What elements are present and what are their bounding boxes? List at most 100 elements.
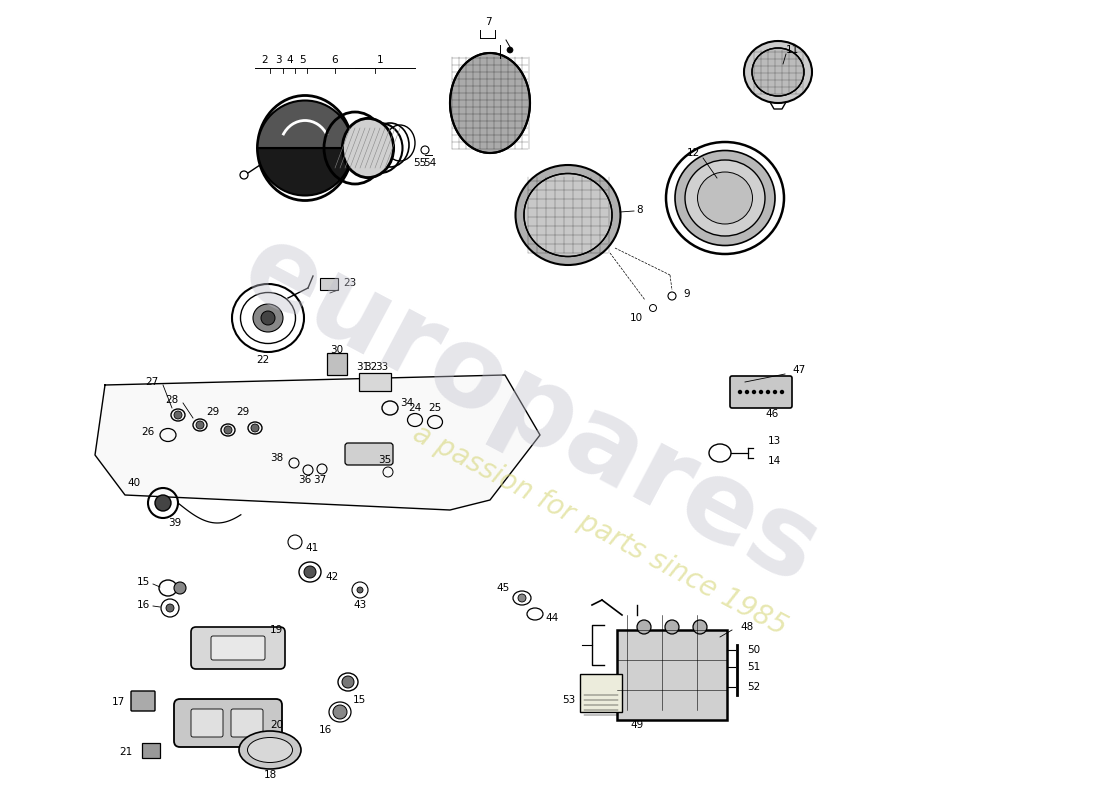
Text: 44: 44 — [544, 613, 558, 623]
Text: 37: 37 — [314, 475, 327, 485]
Ellipse shape — [516, 165, 620, 265]
Text: 2: 2 — [262, 55, 268, 65]
Bar — [320, 278, 338, 290]
Text: 46: 46 — [766, 409, 779, 419]
FancyBboxPatch shape — [191, 709, 223, 737]
Ellipse shape — [697, 172, 752, 224]
Text: 15: 15 — [353, 695, 366, 705]
Circle shape — [637, 620, 651, 634]
Text: 51: 51 — [747, 662, 760, 672]
Text: 16: 16 — [318, 725, 331, 735]
Ellipse shape — [685, 160, 764, 236]
Circle shape — [174, 411, 182, 419]
Bar — [359, 373, 390, 391]
Text: 17: 17 — [112, 697, 125, 707]
Text: 27: 27 — [145, 377, 158, 387]
Text: 15: 15 — [136, 577, 150, 587]
Polygon shape — [95, 375, 540, 510]
Circle shape — [358, 587, 363, 593]
Text: 21: 21 — [120, 747, 133, 757]
Ellipse shape — [675, 150, 776, 246]
Circle shape — [751, 390, 756, 394]
Ellipse shape — [239, 731, 301, 769]
Text: 23: 23 — [343, 278, 356, 288]
Text: 35: 35 — [378, 455, 392, 465]
Text: 7: 7 — [485, 17, 492, 27]
Circle shape — [745, 390, 749, 394]
Text: 36: 36 — [298, 475, 311, 485]
Text: 1: 1 — [376, 55, 383, 65]
Text: 55: 55 — [414, 158, 427, 168]
FancyBboxPatch shape — [345, 443, 393, 465]
FancyBboxPatch shape — [211, 636, 265, 660]
Circle shape — [518, 594, 526, 602]
Ellipse shape — [450, 53, 530, 153]
Circle shape — [174, 582, 186, 594]
Circle shape — [766, 390, 770, 394]
FancyBboxPatch shape — [191, 627, 285, 669]
Text: 52: 52 — [747, 682, 760, 692]
Text: 47: 47 — [792, 365, 805, 375]
Text: 5: 5 — [299, 55, 306, 65]
Circle shape — [304, 566, 316, 578]
Text: 40: 40 — [128, 478, 141, 488]
FancyBboxPatch shape — [231, 709, 263, 737]
Text: 20: 20 — [270, 720, 283, 730]
Bar — [580, 674, 622, 712]
Circle shape — [780, 390, 784, 394]
Text: 22: 22 — [256, 355, 270, 365]
Text: 53: 53 — [562, 695, 575, 705]
Circle shape — [333, 705, 346, 719]
Text: 3: 3 — [275, 55, 282, 65]
Text: 34: 34 — [400, 398, 414, 408]
Circle shape — [693, 620, 707, 634]
Text: 11: 11 — [786, 45, 800, 55]
Text: 38: 38 — [270, 453, 283, 463]
Circle shape — [759, 390, 763, 394]
Ellipse shape — [248, 738, 293, 762]
Text: 4: 4 — [287, 55, 294, 65]
Text: 28: 28 — [165, 395, 178, 405]
Text: 42: 42 — [324, 572, 339, 582]
Text: 33: 33 — [375, 362, 388, 372]
Wedge shape — [257, 148, 352, 195]
Wedge shape — [257, 101, 352, 148]
Circle shape — [261, 311, 275, 325]
Text: 10: 10 — [630, 313, 644, 323]
Text: europares: europares — [223, 214, 836, 606]
Bar — [142, 743, 160, 758]
Text: 32: 32 — [364, 362, 377, 372]
Circle shape — [666, 620, 679, 634]
Text: 8: 8 — [636, 205, 642, 215]
Ellipse shape — [253, 304, 283, 332]
Text: 25: 25 — [428, 403, 441, 413]
Text: 14: 14 — [768, 456, 781, 466]
Bar — [617, 630, 727, 720]
Circle shape — [196, 421, 204, 429]
Text: 48: 48 — [740, 622, 754, 632]
Circle shape — [155, 495, 170, 511]
Ellipse shape — [752, 48, 804, 96]
Text: 41: 41 — [305, 543, 318, 553]
Circle shape — [342, 676, 354, 688]
Text: 29: 29 — [236, 407, 250, 417]
Text: 13: 13 — [768, 436, 781, 446]
Text: 43: 43 — [353, 600, 366, 610]
Text: 12: 12 — [686, 148, 700, 158]
Circle shape — [738, 390, 742, 394]
Text: 29: 29 — [207, 407, 220, 417]
Text: 39: 39 — [168, 518, 182, 528]
Text: 6: 6 — [332, 55, 339, 65]
Text: 26: 26 — [142, 427, 155, 437]
Text: 30: 30 — [330, 345, 343, 355]
Ellipse shape — [524, 174, 612, 257]
Circle shape — [507, 47, 513, 53]
Text: 31: 31 — [356, 362, 370, 372]
Text: a passion for parts since 1985: a passion for parts since 1985 — [408, 419, 792, 641]
FancyBboxPatch shape — [174, 699, 282, 747]
Text: 19: 19 — [270, 625, 284, 635]
Circle shape — [166, 604, 174, 612]
Circle shape — [224, 426, 232, 434]
Circle shape — [773, 390, 778, 394]
Bar — [327, 353, 346, 375]
